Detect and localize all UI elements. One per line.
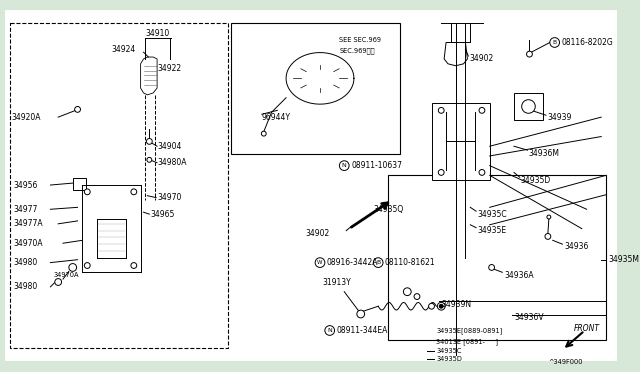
Circle shape [147,157,152,162]
Bar [514,93,543,120]
Text: 34935E: 34935E [477,226,506,235]
Text: 08116-8202G: 08116-8202G [561,38,613,47]
Circle shape [438,108,444,113]
Text: 34902: 34902 [469,54,493,64]
Text: 34936: 34936 [564,242,589,251]
Text: 34920A: 34920A [12,113,41,122]
Text: 96944Y: 96944Y [262,113,291,122]
Circle shape [414,294,420,299]
Text: 34970: 34970 [157,193,182,202]
Circle shape [403,288,411,296]
Text: 34970A: 34970A [13,239,44,248]
Text: 34965: 34965 [150,209,175,219]
Bar [231,23,401,154]
Text: 34935D: 34935D [521,176,551,185]
Text: 34935C: 34935C [477,209,507,219]
Text: 34980A: 34980A [157,158,187,167]
Text: 34935E[0889-0891]: 34935E[0889-0891] [436,327,502,334]
Circle shape [315,258,325,267]
Circle shape [527,51,532,57]
Text: FRONT: FRONT [574,324,600,333]
Circle shape [84,189,90,195]
Text: W: W [317,260,323,265]
Bar [388,175,606,340]
Circle shape [373,258,383,267]
Polygon shape [141,57,157,95]
Text: 34922: 34922 [157,64,181,73]
Circle shape [547,215,551,219]
Circle shape [147,138,152,144]
Text: 34936M: 34936M [529,148,559,157]
Text: 34910: 34910 [145,29,170,38]
Text: ^349F000: ^349F000 [548,359,582,365]
Text: 34902: 34902 [305,229,330,238]
Bar [73,178,86,190]
Circle shape [489,264,495,270]
Text: 34977A: 34977A [13,219,44,228]
Text: SEE SEC.969: SEE SEC.969 [339,36,381,42]
Text: 34939: 34939 [548,113,572,122]
Circle shape [545,234,551,239]
Text: B: B [552,40,557,45]
Circle shape [438,170,444,175]
Circle shape [550,38,559,47]
Text: 08911-344EA: 08911-344EA [337,326,388,335]
Circle shape [439,304,443,308]
Circle shape [339,161,349,170]
Text: 34935M: 34935M [608,255,639,264]
Circle shape [75,106,81,112]
Bar [10,23,228,348]
Text: 34935Q: 34935Q [373,205,404,214]
Circle shape [261,131,266,136]
Circle shape [131,263,137,269]
Text: 34904: 34904 [157,142,182,151]
Text: 34935C: 34935C [436,348,462,354]
Text: SEC.969参展: SEC.969参展 [339,47,375,54]
Text: 34939N: 34939N [441,300,471,309]
Text: 34970A: 34970A [53,272,79,278]
Circle shape [131,189,137,195]
Text: 08110-81621: 08110-81621 [385,258,436,267]
Text: 34977: 34977 [13,205,38,214]
Polygon shape [444,42,467,66]
Text: 31913Y: 31913Y [322,278,351,286]
Circle shape [479,170,485,175]
Text: 34956: 34956 [13,180,38,189]
Text: N: N [327,328,332,333]
Circle shape [429,303,435,309]
Circle shape [325,326,335,335]
Bar [431,103,490,180]
Text: 08911-10637: 08911-10637 [351,161,402,170]
Text: 34013E [0891-     ]: 34013E [0891- ] [436,338,499,344]
Circle shape [69,264,77,271]
Text: 34936A: 34936A [504,271,534,280]
Circle shape [437,302,445,310]
Text: N: N [342,163,347,168]
Circle shape [522,100,535,113]
Text: 34980: 34980 [13,282,38,291]
Text: B: B [376,260,380,265]
Circle shape [84,263,90,269]
Text: 34935D: 34935D [436,356,462,362]
Text: 34980: 34980 [13,258,38,267]
Text: 34936V: 34936V [514,313,543,323]
Text: 34924: 34924 [111,45,136,54]
Circle shape [55,279,61,285]
Text: 08916-3442A: 08916-3442A [327,258,378,267]
Circle shape [479,108,485,113]
Circle shape [357,310,365,318]
